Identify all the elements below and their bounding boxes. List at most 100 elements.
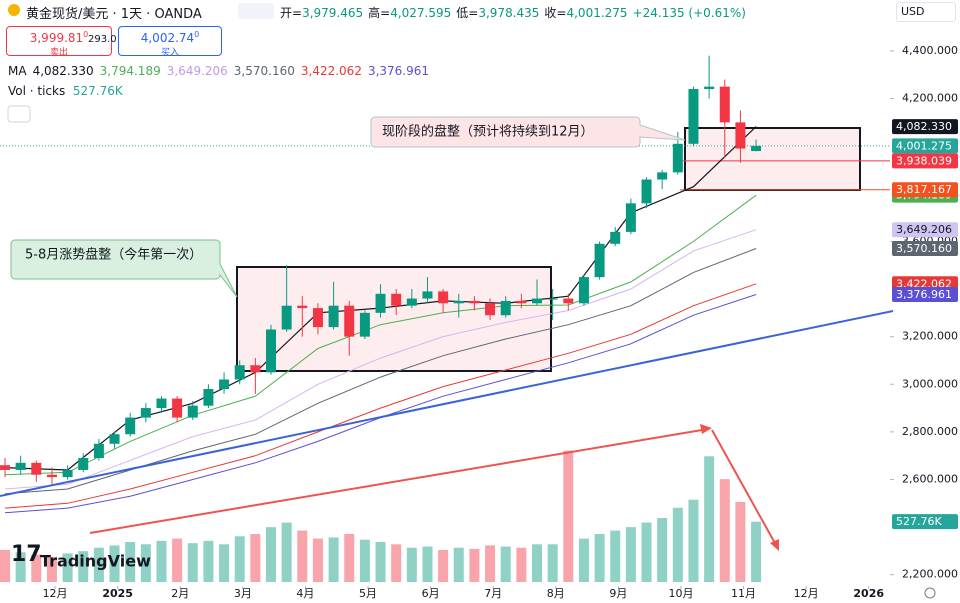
x-tick-label: 2026 bbox=[853, 587, 884, 600]
change: +24.135 (+0.61%) bbox=[632, 6, 746, 20]
volume-bar bbox=[172, 538, 183, 582]
volume-bar bbox=[406, 547, 417, 582]
candle-body bbox=[46, 474, 57, 478]
ohlc-key: 开= bbox=[280, 6, 303, 20]
candle-body bbox=[203, 389, 214, 406]
candle-body bbox=[735, 122, 746, 149]
price-badge-label: 3,376.961 bbox=[896, 288, 952, 301]
volume-bar bbox=[219, 544, 230, 582]
ohlc-value: 3,979.465 bbox=[302, 6, 364, 20]
candle-body bbox=[688, 89, 699, 144]
price-badge bbox=[892, 514, 958, 530]
arrow-head bbox=[770, 539, 779, 551]
x-tick-label: 4月 bbox=[296, 587, 314, 600]
volume-bar bbox=[78, 551, 89, 582]
ohlc-value: 4,027.595 bbox=[390, 6, 452, 20]
sell-sup: 0 bbox=[83, 30, 89, 39]
price-badge bbox=[892, 182, 958, 198]
price-badge bbox=[892, 241, 958, 257]
price-badge bbox=[892, 119, 958, 135]
x-tick-label: 12月 bbox=[794, 587, 819, 600]
candle-body bbox=[704, 86, 715, 90]
y-tick-label: 2,600.000 bbox=[902, 472, 958, 485]
price-badge-label: 527.76K bbox=[896, 515, 942, 528]
candle-body bbox=[0, 465, 11, 470]
buy-button[interactable]: 4,002.740 买入 bbox=[118, 26, 222, 58]
ma-line bbox=[4, 194, 757, 476]
volume-bar bbox=[281, 522, 292, 582]
x-tick-label: 8月 bbox=[547, 587, 565, 600]
volume-bar bbox=[500, 546, 511, 582]
y-tick-label: 3,000.000 bbox=[902, 377, 958, 390]
volume-value: 527.76K bbox=[72, 84, 123, 98]
volume-bar bbox=[438, 550, 449, 582]
sell-label: 卖出 bbox=[49, 48, 68, 58]
candle-body bbox=[31, 462, 42, 475]
volume-bar bbox=[610, 530, 621, 582]
volume-bar bbox=[422, 546, 433, 582]
logo: TradingView bbox=[40, 552, 151, 571]
x-tick-label: 3月 bbox=[234, 587, 252, 600]
volume-bar bbox=[125, 542, 136, 582]
ohlc-legend: 开=3,979.465 高=4,027.595 低=3,978.435 收=4,001… bbox=[280, 4, 746, 21]
price-badge bbox=[892, 138, 958, 154]
volume-bar bbox=[266, 527, 277, 582]
candle-body bbox=[344, 305, 355, 337]
collapse-button[interactable] bbox=[7, 105, 31, 123]
candle-body bbox=[297, 305, 308, 309]
sell-button[interactable]: 3,999.810 卖出 bbox=[6, 26, 112, 58]
candle-body bbox=[438, 291, 449, 304]
volume-bar bbox=[140, 544, 151, 582]
callout bbox=[370, 116, 686, 148]
candle-body bbox=[625, 203, 636, 232]
annotation: 5-8月涨势盘整（今年第一次） bbox=[25, 247, 202, 263]
volume-bar bbox=[328, 537, 339, 582]
candle-body bbox=[751, 145, 762, 152]
ma-line bbox=[4, 229, 757, 490]
volume-bar bbox=[578, 538, 589, 582]
candle-body bbox=[359, 312, 370, 337]
icons[interactable] bbox=[238, 3, 274, 19]
candle-body bbox=[532, 298, 543, 304]
candle-body bbox=[187, 405, 198, 418]
settings-icon[interactable] bbox=[924, 587, 936, 599]
price-badge-label: 3,570.160 bbox=[896, 242, 952, 255]
candle-body bbox=[78, 458, 89, 470]
x-tick-label: 5月 bbox=[359, 587, 377, 600]
currency: USD bbox=[901, 5, 925, 18]
currency-select[interactable]: USD bbox=[896, 2, 956, 22]
candle-body bbox=[62, 469, 73, 478]
candle-body bbox=[547, 298, 558, 300]
volume-bar bbox=[688, 499, 699, 582]
y-tick-label: 4,200.000 bbox=[902, 92, 958, 105]
volume-bar bbox=[563, 450, 574, 582]
candle-body bbox=[328, 305, 339, 328]
volume-bar bbox=[344, 534, 355, 582]
ma-value: 3,570.160 bbox=[233, 64, 295, 78]
y-tick-label: 3,200.000 bbox=[902, 330, 958, 343]
volume-bar bbox=[719, 479, 730, 582]
volume-bar bbox=[735, 502, 746, 582]
candle-body bbox=[140, 408, 151, 418]
volume-bar bbox=[532, 544, 543, 582]
ma-label: MA bbox=[8, 64, 27, 78]
volume-bar bbox=[234, 536, 245, 582]
ma-value: 3,649.206 bbox=[166, 64, 228, 78]
candle-body bbox=[281, 305, 292, 330]
x-tick-label: 12月 bbox=[43, 587, 68, 600]
candle-body bbox=[516, 300, 527, 304]
candle-body bbox=[453, 300, 464, 304]
candle-body bbox=[156, 398, 167, 409]
symbol-icon bbox=[8, 4, 20, 16]
arrow-line bbox=[711, 429, 777, 546]
candle-body bbox=[125, 417, 136, 435]
volume-bar bbox=[641, 522, 652, 582]
volume-bar bbox=[312, 538, 323, 582]
price-badge bbox=[892, 222, 958, 238]
volume-bar bbox=[485, 545, 496, 582]
price-badge-label: 4,082.330 bbox=[896, 120, 952, 133]
candle-body bbox=[172, 398, 183, 418]
ma-value: 3,376.961 bbox=[367, 64, 430, 78]
